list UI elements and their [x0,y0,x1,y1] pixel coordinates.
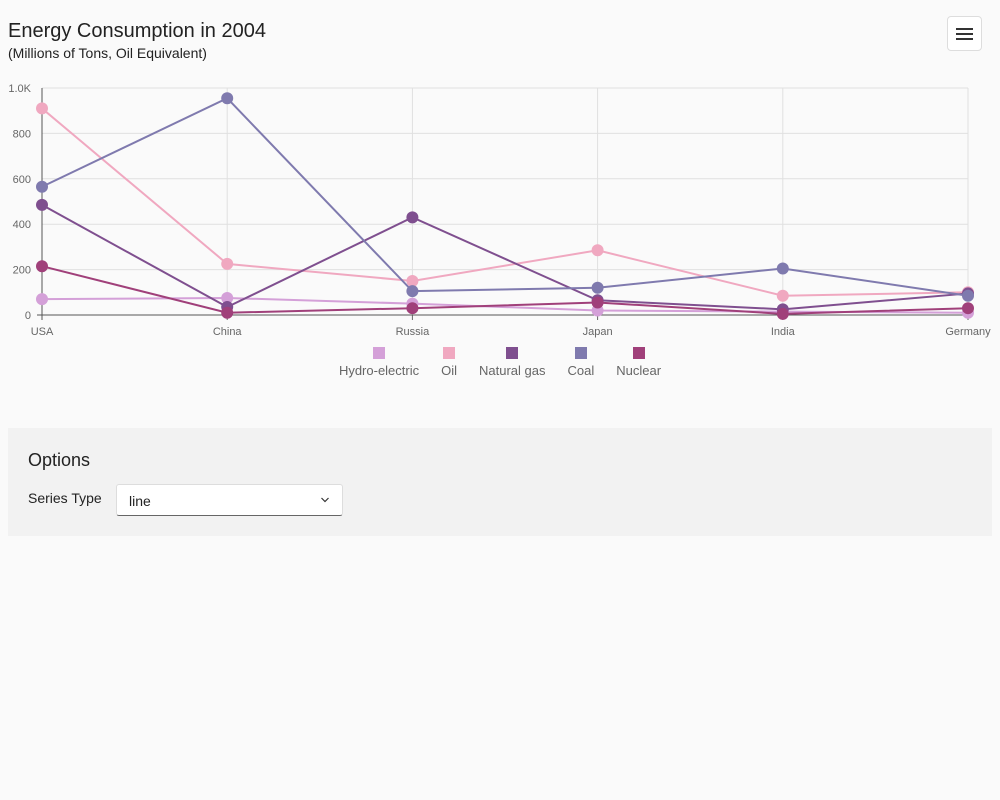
y-tick-label: 1.0K [8,83,31,95]
x-tick-label: USA [31,326,54,338]
x-tick-label: Japan [583,326,613,338]
data-point-oil[interactable] [776,289,789,302]
legend-label: Natural gas [479,363,546,378]
y-axis-tick-labels: 0 200 400 600 800 1.0K [8,83,31,322]
data-point-coal[interactable] [406,285,419,298]
data-point-natural-gas[interactable] [36,198,48,211]
legend-label: Oil [441,363,458,378]
series-type-label: Series Type [28,490,102,506]
legend-swatch [443,347,456,359]
data-point-oil[interactable] [221,257,234,270]
legend-swatch [574,347,587,359]
legend-item-hydro-electric[interactable]: Hydro-electric [339,347,419,378]
data-point-hydro-electric[interactable] [36,293,48,306]
x-tick-label: Russia [396,326,431,338]
chart-menu-button[interactable] [947,16,982,51]
chevron-down-icon [321,497,329,503]
x-tick-label: China [213,326,243,338]
series-line-oil [41,107,969,297]
series-type-value: line [129,493,151,509]
options-panel: Options Series Type line [8,428,992,536]
series-line-nuclear [41,265,969,315]
data-point-oil[interactable] [591,244,604,257]
data-point-nuclear[interactable] [962,302,974,315]
y-tick-label: 0 [25,310,31,322]
data-point-nuclear[interactable] [406,302,419,315]
data-point-coal[interactable] [962,289,974,302]
data-point-oil[interactable] [36,102,48,115]
chart-title: Energy Consumption in 2004 [8,20,266,42]
hamburger-icon [956,27,973,40]
data-point-coal[interactable] [36,180,48,193]
series-points [36,92,974,320]
series-lines [41,97,969,315]
series-line-coal [41,97,969,297]
legend-item-natural-gas[interactable]: Natural gas [479,347,546,378]
data-point-hydro-electric[interactable] [221,291,234,304]
legend-item-oil[interactable]: Oil [441,347,457,378]
legend-swatch [506,347,519,359]
x-tick-label: India [771,326,796,338]
legend-item-nuclear[interactable]: Nuclear [616,347,661,378]
legend-item-coal[interactable]: Coal [567,347,595,378]
data-point-nuclear[interactable] [591,296,604,309]
data-point-nuclear[interactable] [36,260,48,273]
legend-swatch [632,347,645,359]
data-point-coal[interactable] [221,92,234,105]
data-point-natural-gas[interactable] [406,211,419,224]
line-chart: 0 200 400 600 800 1.0K USA China Russia Japan Ind… [8,83,991,338]
data-point-nuclear[interactable] [776,307,789,320]
data-point-nuclear[interactable] [221,306,234,319]
series-line-hydro-electric [41,296,969,314]
options-title: Options [28,450,91,470]
series-line-natural-gas [41,204,969,311]
y-tick-label: 400 [13,219,31,231]
y-tick-label: 600 [13,174,31,186]
y-tick-label: 800 [13,128,31,140]
y-tick-label: 200 [13,265,31,277]
data-point-coal[interactable] [776,262,789,275]
legend-label: Nuclear [616,363,662,378]
series-type-select[interactable]: line [116,484,343,516]
legend-label: Hydro-electric [338,363,420,378]
data-point-coal[interactable] [591,281,604,294]
x-tick-label: Germany [945,326,991,338]
grid-lines [42,87,969,315]
x-axis-tick-labels: USA China Russia Japan India Germany [31,326,991,338]
data-point-oil[interactable] [406,274,419,287]
legend-swatch [373,347,386,359]
chart-legend: Hydro-electric Oil Natural gas Coal Nuclear [0,347,1000,378]
legend-label: Coal [567,363,595,378]
chart-subtitle: (Millions of Tons, Oil Equivalent) [8,45,207,61]
